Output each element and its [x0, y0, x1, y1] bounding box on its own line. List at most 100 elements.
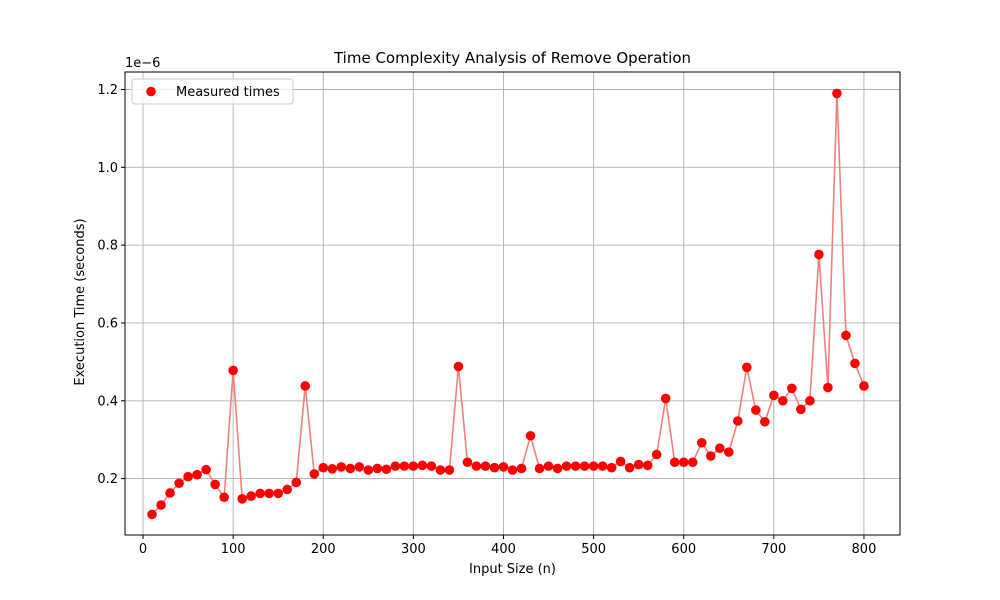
data-point — [525, 430, 536, 441]
data-point — [471, 461, 482, 471]
data-point — [624, 462, 635, 473]
data-point — [615, 456, 626, 467]
data-point — [778, 395, 788, 406]
data-point — [570, 461, 581, 471]
y-tick-label: 0.4 — [97, 394, 118, 409]
data-point — [723, 447, 734, 457]
chart-title: Time Complexity Analysis of Remove Opera… — [333, 49, 691, 67]
data-point — [309, 469, 320, 479]
data-point — [805, 395, 815, 406]
x-axis-ticks: 0 100 200 300 400 500 600 700 800 — [139, 535, 876, 557]
data-point — [246, 491, 256, 501]
data-point — [435, 465, 446, 475]
data-point — [165, 488, 175, 498]
y-axis-ticks: 0.2 0.4 0.6 0.8 1.0 1.2 — [97, 83, 125, 487]
y-tick-label: 1.0 — [97, 161, 118, 176]
data-point — [237, 494, 247, 504]
legend: Measured times — [131, 78, 294, 105]
data-point — [345, 463, 356, 474]
data-point — [588, 461, 599, 471]
legend-box — [131, 78, 294, 105]
data-point — [597, 461, 608, 471]
data-point — [336, 462, 347, 472]
data-point — [606, 462, 617, 473]
legend-label: Measured times — [176, 85, 280, 100]
data-point — [751, 405, 761, 415]
data-point — [354, 462, 365, 472]
x-tick-label: 300 — [401, 542, 426, 557]
data-point — [642, 460, 653, 471]
data-point — [552, 463, 563, 474]
data-point — [390, 461, 401, 471]
data-point — [300, 381, 311, 391]
data-point — [489, 462, 500, 473]
data-point — [426, 461, 437, 471]
data-point — [669, 457, 680, 468]
data-point — [156, 500, 166, 510]
y-tick-label: 0.6 — [97, 316, 118, 331]
plot-frame — [124, 71, 901, 536]
data-point — [760, 416, 770, 427]
data-point — [714, 443, 725, 454]
data-point — [633, 459, 644, 470]
data-point — [507, 465, 518, 475]
x-tick-label: 0 — [139, 542, 147, 557]
data-point — [462, 457, 473, 468]
y-tick-label: 0.8 — [97, 239, 118, 254]
data-point — [561, 461, 572, 471]
grid — [125, 72, 900, 535]
data-point — [210, 479, 220, 490]
data-point — [453, 361, 464, 372]
x-tick-label: 700 — [761, 542, 786, 557]
data-point — [408, 461, 419, 471]
data-point — [327, 464, 338, 474]
data-point — [273, 488, 283, 499]
data-point — [183, 471, 193, 482]
data-point — [291, 477, 302, 488]
x-tick-label: 100 — [221, 542, 246, 557]
legend-marker — [146, 86, 156, 97]
data-point — [687, 457, 698, 468]
data-point — [543, 461, 554, 471]
data-point — [769, 390, 779, 401]
y-axis-label: Execution Time (seconds) — [73, 218, 88, 385]
data-point — [823, 382, 833, 393]
data-point — [579, 461, 590, 471]
data-point — [363, 465, 374, 475]
x-tick-label: 500 — [581, 542, 606, 557]
data-point — [814, 249, 824, 260]
data-point — [147, 509, 157, 520]
series-points — [147, 88, 869, 520]
data-point — [732, 416, 743, 426]
data-point — [696, 437, 707, 448]
x-tick-label: 600 — [671, 542, 696, 557]
data-point — [516, 463, 527, 474]
data-point — [480, 461, 491, 471]
data-point — [832, 88, 842, 99]
data-point — [660, 393, 671, 404]
data-point — [787, 383, 797, 394]
x-tick-label: 800 — [852, 542, 877, 557]
data-point — [705, 451, 716, 461]
data-point — [192, 469, 202, 480]
data-point — [444, 465, 455, 475]
data-point — [742, 362, 752, 373]
data-point — [534, 463, 545, 474]
x-tick-label: 400 — [491, 542, 516, 557]
y-offset-label: 1e−6 — [125, 56, 160, 71]
data-point — [841, 330, 851, 341]
data-point — [228, 365, 238, 376]
data-point — [651, 449, 662, 460]
data-point — [255, 488, 265, 499]
data-point — [201, 464, 211, 475]
data-point — [318, 462, 329, 473]
x-tick-label: 200 — [311, 542, 336, 557]
y-tick-label: 0.2 — [97, 472, 118, 487]
data-point — [417, 460, 428, 471]
data-point — [381, 464, 392, 475]
data-point — [859, 381, 869, 391]
data-point — [264, 488, 274, 499]
data-point — [219, 492, 229, 503]
data-point — [174, 478, 184, 489]
